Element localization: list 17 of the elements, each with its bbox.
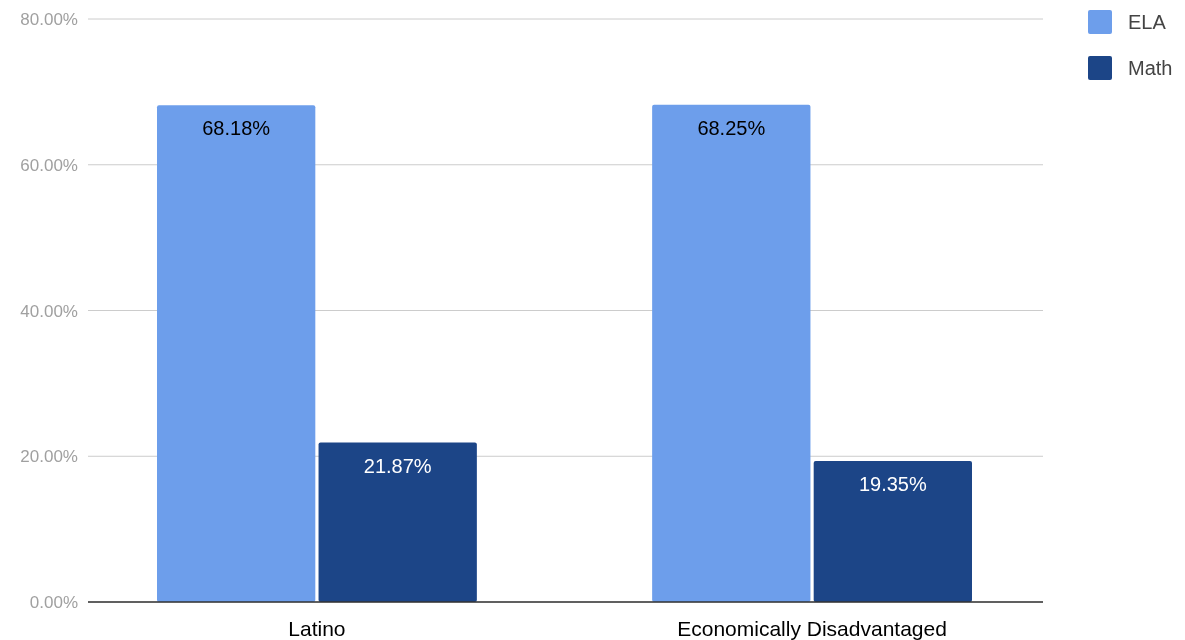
data-label: 68.18% bbox=[202, 117, 271, 140]
data-label: 21.87% bbox=[363, 454, 432, 477]
x-tick-label: Economically Disadvantaged bbox=[677, 617, 947, 640]
y-tick-label: 80.00% bbox=[20, 10, 78, 29]
y-tick-label: 20.00% bbox=[20, 447, 78, 467]
bar bbox=[318, 442, 477, 602]
bar bbox=[157, 105, 316, 602]
data-label: 19.35% bbox=[858, 472, 927, 495]
bar bbox=[813, 460, 972, 602]
y-tick-label: 40.00% bbox=[20, 301, 78, 321]
legend-label: ELA bbox=[1128, 11, 1167, 33]
bar bbox=[652, 104, 811, 602]
legend-label: Math bbox=[1128, 57, 1173, 79]
x-tick-label: Latino bbox=[288, 617, 346, 640]
data-label: 68.25% bbox=[697, 116, 766, 139]
y-tick-label: 60.00% bbox=[20, 155, 78, 175]
y-tick-label: 0.00% bbox=[29, 593, 78, 612]
